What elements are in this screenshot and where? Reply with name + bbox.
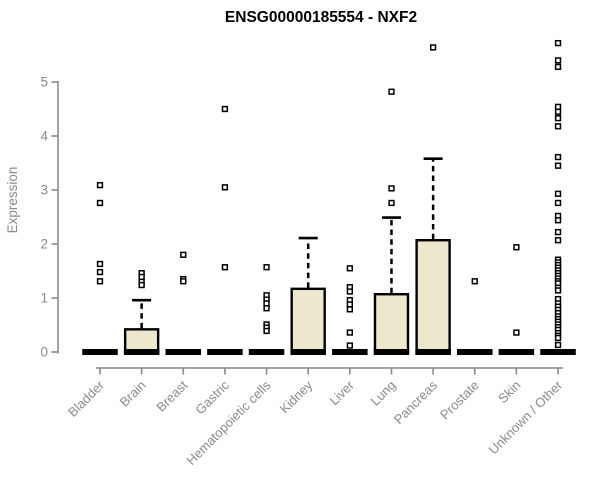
y-tick-label: 5 [40,75,48,90]
median-bar [165,349,202,355]
outlier-point [263,305,270,312]
box-breast [165,251,202,355]
box-brain [123,270,160,355]
outlier-point [96,181,104,189]
outlier-point [221,105,229,113]
box-rect [290,287,326,354]
x-category-label-gastric: Gastric [192,377,232,417]
outlier-point [513,329,520,336]
y-tick-label: 4 [40,129,48,144]
outlier-point [346,265,353,272]
median-bar [457,349,493,355]
median-bar [123,349,160,355]
median-bar [498,349,535,355]
outlier-point [471,278,478,285]
median-bar [415,349,451,355]
x-category-label-lung: Lung [368,378,399,409]
outlier-point [554,190,562,197]
outlier-point [554,237,562,244]
x-category-label-kidney: Kidney [277,377,316,416]
outlier-point [554,162,562,169]
outlier-point [554,57,562,64]
box-bladder [82,181,118,355]
outlier-point [388,88,395,95]
outlier-point [180,251,187,258]
median-bar [290,349,326,355]
x-category-label-prostate: Prostate [437,378,482,423]
outlier-point [138,273,145,281]
y-tick-label: 2 [40,237,48,252]
outlier-point [554,123,562,130]
outlier-point [263,264,270,271]
outlier-point [554,63,562,71]
box-pancreas [415,44,451,355]
outlier-point [221,184,229,191]
outlier-point [138,281,145,289]
outlier-point [554,287,562,294]
box-liver [332,265,368,355]
outlier-point [554,153,562,161]
outlier-point [346,306,353,313]
median-bar [207,349,243,355]
outlier-point [554,103,562,110]
box-hematopoietic-cells [248,264,285,355]
outlier-point [346,288,353,295]
y-tick-label: 3 [40,183,48,198]
median-bar [248,349,285,355]
outlier-point [554,228,562,236]
box-rect [123,328,160,354]
outlier-point [388,199,395,207]
outlier-point [554,39,562,47]
outlier-point [388,185,395,192]
x-category-label-brain: Brain [117,378,149,410]
y-axis-label: Expression [5,167,20,234]
y-tick-label: 0 [40,345,48,360]
outlier-point [429,44,437,51]
y-tick-label: 1 [40,291,48,306]
box-prostate [457,278,493,355]
outlier-point [96,268,104,276]
box-gastric [207,105,243,355]
box-unknown-other [540,39,576,355]
x-category-label-unknown-other: Unknown / Other [486,377,566,457]
box-rect [415,239,451,354]
outlier-point [263,300,270,307]
outlier-point [221,264,229,271]
outlier-point [554,217,562,224]
x-category-label-breast: Breast [153,377,190,414]
box-lung [373,88,410,355]
x-category-label-bladder: Bladder [65,377,108,420]
box-skin [498,244,535,355]
x-category-label-liver: Liver [326,377,357,408]
outlier-point [554,199,562,207]
median-bar [82,349,118,355]
box-kidney [290,236,326,355]
median-bar [373,349,410,355]
outlier-point [96,260,104,268]
outlier-point [346,329,353,336]
median-bar [332,349,368,355]
x-category-label-skin: Skin [495,378,523,406]
outlier-point [180,278,187,285]
outlier-point [513,244,520,251]
outlier-point [96,199,104,207]
outlier-point [346,342,353,349]
outlier-point [263,327,270,335]
outlier-point [554,341,562,349]
outlier-point [346,301,353,308]
outlier-point [554,108,562,115]
median-bar [540,349,576,355]
chart-title: ENSG00000185554 - NXF2 [225,9,417,26]
outlier-point [96,278,104,285]
x-category-label-pancreas: Pancreas [391,377,441,427]
outlier-point [554,115,562,122]
box-rect [373,293,410,354]
outlier-point [554,334,562,342]
